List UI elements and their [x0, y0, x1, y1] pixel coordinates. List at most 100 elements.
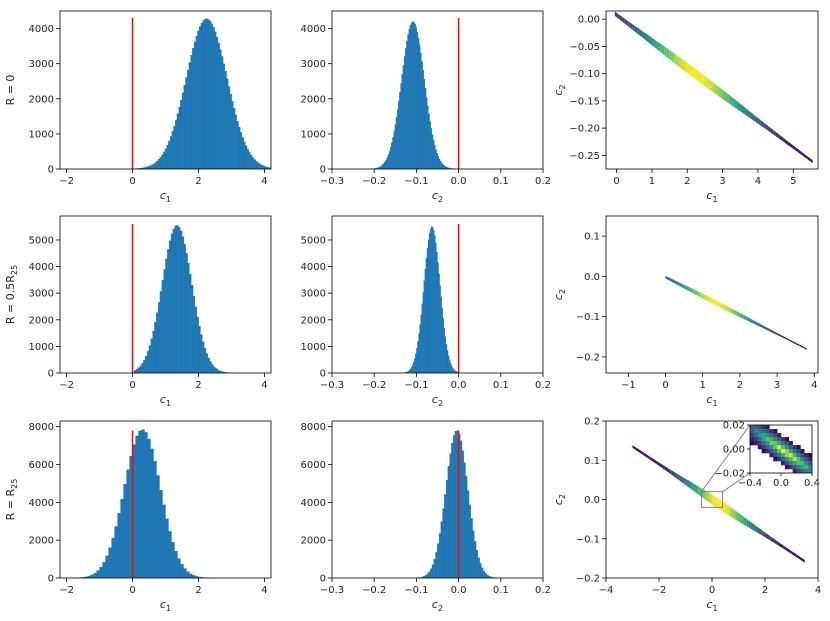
- r2-sc-inset-cell: [788, 441, 793, 446]
- r2-sc-ytick-label: −0.1: [576, 534, 600, 545]
- r1-c1-bar: [181, 236, 185, 373]
- r0-sc-band-cell: [716, 84, 719, 97]
- r0-c1-bar: [200, 22, 203, 169]
- r2-sc-band-cell: [638, 449, 642, 454]
- r2-sc-inset-xtick-label: −0.4: [738, 478, 762, 489]
- r0-sc-xtick-label: 4: [755, 176, 761, 187]
- r2-sc-inset-cell: [750, 429, 755, 434]
- r0-c1-bar: [214, 31, 217, 169]
- r2-sc-inset-cell: [808, 457, 812, 462]
- r1-c2-ytick-label: 1000: [301, 342, 326, 353]
- r2-sc-xtick-label: −4: [599, 585, 614, 596]
- r2-sc-inset-cell: [781, 453, 786, 458]
- r1-c1-bar: [200, 334, 203, 373]
- r0-c1-bar: [161, 154, 164, 169]
- r2-sc-inset-cell: [788, 465, 793, 470]
- r1-c2-xtick-label: −0.1: [404, 380, 428, 391]
- r0-c2-bar: [380, 165, 383, 169]
- r2-sc-band-cell: [770, 536, 773, 542]
- r1-c2-bar: [412, 364, 414, 373]
- r1-c1-bar: [216, 369, 220, 373]
- r2-sc-band-cell: [783, 545, 786, 550]
- r2-sc-inset-cell: [784, 445, 790, 450]
- r2-sc-band-cell: [746, 518, 749, 528]
- r2-sc-band-cell: [643, 452, 646, 457]
- r0-c1-bar: [262, 165, 265, 169]
- r0-c1-bar: [157, 159, 160, 169]
- r2-c2-xtick-label: −0.3: [320, 585, 344, 596]
- r1-c2-bar: [421, 303, 423, 373]
- r0-c2-ytick-label: 1000: [301, 129, 326, 140]
- r1-c1-bar: [180, 230, 183, 373]
- r0-c1-bar: [258, 163, 261, 169]
- r1-sc-band-cell: [753, 320, 756, 325]
- r2-c2-bar: [435, 552, 438, 578]
- r1-sc-xtick-label: 0: [662, 380, 668, 391]
- r0-c2-bar: [408, 29, 411, 169]
- r2-sc-zoom-box: [700, 491, 724, 508]
- r0-c2-bar: [383, 163, 385, 169]
- r0-sc-band-cell: [758, 118, 761, 126]
- r0-sc-ytick-label: −0.15: [569, 96, 600, 107]
- r2-c2-bar: [481, 567, 484, 578]
- r0-c2-bar: [436, 153, 438, 169]
- r1-c1-xtick-label: 2: [195, 380, 201, 391]
- r0-c1-bar: [164, 148, 167, 169]
- r0-sc-band-cell: [619, 15, 623, 22]
- r1-c1-xlabel: c1: [160, 393, 171, 408]
- r1-c2-bar: [409, 368, 412, 373]
- r2-c2-bar: [484, 573, 487, 578]
- r1-c2-bar: [427, 239, 430, 373]
- r2-sc-ylabel: c2: [552, 494, 567, 505]
- r0-c1-bar: [168, 140, 171, 169]
- r2-sc-inset-cell: [765, 429, 770, 434]
- r2-sc-band-cell: [765, 533, 769, 540]
- r0-sc-band-cell: [644, 32, 647, 42]
- r1-sc-band-cell: [667, 276, 670, 281]
- r0-sc-band-cell: [718, 86, 722, 98]
- r2-sc-inset-cell: [757, 433, 762, 438]
- r2-sc-inset-cell: [784, 437, 790, 442]
- r0-c1-bar: [224, 71, 227, 169]
- r1-c2-bar: [420, 314, 422, 373]
- r2-c1-bar: [114, 526, 118, 578]
- r2-c1-bar: [123, 484, 127, 578]
- r1-sc-band-cell: [762, 325, 765, 329]
- r0-c2-bar: [387, 154, 390, 169]
- r0-sc-band-cell: [753, 114, 756, 123]
- r2-sc-inset-cell: [753, 441, 759, 446]
- r2-c2-bar: [467, 490, 470, 578]
- r2-c1-bar: [96, 570, 100, 578]
- r0-c2-bar: [434, 145, 436, 169]
- r2-c2-bar: [428, 571, 431, 578]
- r0-sc-xtick-label: 1: [649, 176, 655, 187]
- r1-sc-band-cell: [704, 294, 707, 301]
- r0-c1-bar: [187, 69, 190, 169]
- r2-c2-bar: [454, 431, 457, 578]
- r1-sc-ytick-label: 0.0: [584, 272, 600, 283]
- r2-sc-band-cell: [716, 497, 719, 509]
- r0-sc-band-cell: [696, 69, 699, 82]
- r1-sc-band-cell: [707, 296, 710, 303]
- r1-sc-band-cell: [745, 315, 747, 321]
- r1-c2-xtick-label: 0.1: [493, 380, 509, 391]
- r2-sc-inset-cell: [800, 469, 805, 473]
- r2-sc-inset-cell: [781, 437, 786, 442]
- r0-c1-bar: [219, 49, 222, 169]
- r2-c1-xtick-label: −2: [59, 585, 74, 596]
- r0-c2-bar: [388, 151, 391, 169]
- r0-sc-band-cell: [797, 148, 801, 155]
- r1-c2-bar: [448, 359, 451, 373]
- r0-c1-bar: [257, 162, 260, 169]
- r0-c2-bar: [406, 40, 408, 169]
- r0-sc-band-cell: [614, 11, 618, 18]
- r0-sc-xlabel: c1: [706, 189, 717, 204]
- r2-c2-bar: [449, 453, 452, 578]
- r0-c1-bar: [185, 77, 188, 169]
- r2-c1-ytick-label: 2000: [29, 536, 54, 547]
- r0-c2-bar: [414, 23, 416, 169]
- r1-c2-bar: [444, 336, 447, 373]
- r2-sc-band-cell: [740, 514, 743, 524]
- r2-sc-inset-cell: [796, 445, 801, 450]
- r2-sc-band-cell: [682, 476, 685, 484]
